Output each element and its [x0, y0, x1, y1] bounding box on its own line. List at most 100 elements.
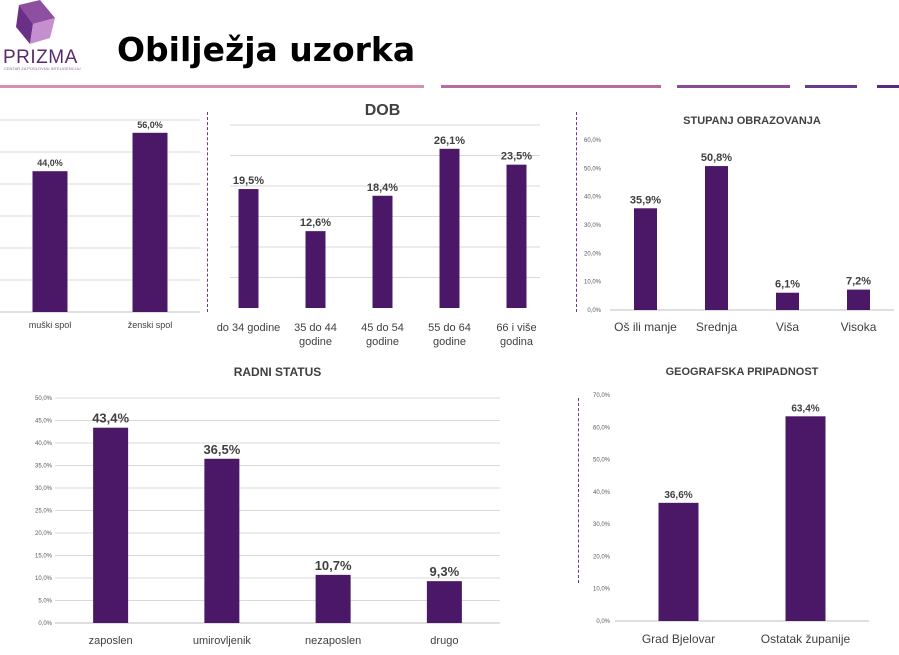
- bar: [204, 458, 240, 623]
- y-tick-label: 40,0%: [35, 441, 53, 447]
- category-label: godine: [299, 336, 332, 348]
- y-tick-label: 70,0%: [593, 393, 611, 399]
- bar: [238, 189, 259, 308]
- category-label: Ostatak županije: [761, 632, 851, 646]
- chart-obrazovanje-svg: 0,0% 10,0% 20,0% 30,0% 40,0% 50,0% 60,0% STUPAN…: [584, 115, 894, 334]
- category-label: zaposlen: [89, 635, 133, 647]
- category-label: umirovljenik: [193, 635, 252, 647]
- separator-line: [576, 112, 577, 312]
- data-label: 43,4%: [92, 411, 129, 426]
- chart-obrazovanje: 0,0% 10,0% 20,0% 30,0% 40,0% 50,0% 60,0% STUPAN…: [578, 105, 899, 345]
- chart-title: GEOGRAFSKA PRIPADNOST: [666, 366, 819, 378]
- y-tick-label: 50,0%: [35, 396, 53, 402]
- y-tick-label: 30,0%: [35, 486, 53, 492]
- y-tick-label: 45,0%: [35, 419, 53, 425]
- category-label: Srednja: [696, 320, 738, 334]
- y-tick-label: 20,0%: [35, 531, 53, 537]
- category-label: 45 do 54: [361, 322, 404, 334]
- bar: [305, 231, 326, 308]
- bar: [506, 164, 527, 308]
- data-label: 18,4%: [367, 182, 398, 194]
- category-label: godine: [366, 336, 399, 348]
- bar: [658, 502, 699, 621]
- data-label: 35,9%: [630, 194, 661, 206]
- y-tick-label: 20,0%: [593, 554, 611, 560]
- bar: [776, 292, 799, 310]
- y-tick-label: 30,0%: [584, 223, 602, 229]
- data-label: 6,1%: [775, 279, 800, 291]
- header-rule-1: [0, 85, 424, 88]
- chart-radni-status-svg: 0,0% 5,0% 10,0% 15,0% 20,0% 25,0% 30,0% 35,0% 40…: [35, 365, 500, 647]
- chart-dob: DOB 19,5% do 34 godine 12,6% 35 do 44 godine 1…: [210, 95, 572, 355]
- bar: [785, 416, 826, 621]
- data-label: 10,7%: [315, 558, 352, 573]
- y-tick-label: 30,0%: [593, 522, 611, 528]
- category-label: drugo: [430, 635, 458, 647]
- y-tick-label: 20,0%: [584, 251, 602, 257]
- page-title: Obilježja uzorka: [117, 30, 416, 69]
- prizma-cube-icon: [16, 0, 55, 44]
- bar: [426, 581, 462, 623]
- header-rule-4: [805, 85, 857, 88]
- y-tick-label: 5,0%: [38, 599, 52, 605]
- bar: [634, 208, 657, 310]
- y-tick-label: 35,0%: [35, 464, 53, 470]
- y-tick-label: 0,0%: [596, 619, 610, 625]
- data-label: 44,0%: [37, 158, 63, 168]
- category-label: ženski spol: [128, 320, 173, 330]
- y-tick-label: 60,0%: [593, 425, 611, 431]
- data-label: 63,4%: [791, 403, 819, 414]
- y-tick-label: 0,0%: [38, 621, 52, 627]
- header-rule-3: [677, 85, 790, 88]
- bar: [132, 132, 168, 312]
- y-tick-label: 15,0%: [35, 554, 53, 560]
- bar: [439, 148, 460, 308]
- y-tick-label: 40,0%: [584, 195, 602, 201]
- logo-text: PRIZMA: [3, 47, 78, 68]
- bar: [847, 289, 870, 310]
- category-label: godina: [500, 336, 534, 348]
- category-label: nezaposlen: [305, 635, 361, 647]
- y-tick-label: 25,0%: [35, 509, 53, 515]
- category-label: Viša: [776, 320, 799, 334]
- y-tick-label: 10,0%: [35, 576, 53, 582]
- data-label: 9,3%: [430, 564, 460, 579]
- category-label: 66 i više: [496, 322, 536, 334]
- data-label: 12,6%: [300, 217, 331, 229]
- data-label: 19,5%: [233, 175, 264, 187]
- header-rule-5: [877, 85, 899, 88]
- category-label: Grad Bjelovar: [642, 632, 715, 646]
- logo-subtext: CENTAR ZA POSLOVNU INTELIGENCIJU: [4, 66, 81, 71]
- bar: [93, 427, 129, 623]
- category-label: muški spol: [29, 320, 72, 330]
- separator-line: [207, 112, 208, 312]
- data-label: 36,5%: [203, 442, 240, 457]
- category-label: do 34 godine: [217, 322, 281, 334]
- data-label: 36,6%: [664, 490, 692, 501]
- data-label: 26,1%: [434, 135, 465, 147]
- chart-spol: 44,0% muški spol 56,0% ženski spol: [0, 95, 200, 345]
- chart-title: STUPANJ OBRAZOVANJA: [683, 115, 821, 127]
- category-label: 35 do 44: [294, 322, 337, 334]
- chart-geografija: 0,0% 10,0% 20,0% 30,0% 40,0% 50,0% 60,0% 70,0% G…: [585, 355, 899, 655]
- category-label: Oš ili manje: [614, 320, 677, 334]
- chart-title: RADNI STATUS: [234, 365, 322, 379]
- bar: [315, 574, 351, 623]
- chart-dob-svg: DOB 19,5% do 34 godine 12,6% 35 do 44 godine 1…: [217, 102, 540, 348]
- y-tick-label: 50,0%: [584, 166, 602, 172]
- header-rule-2: [441, 85, 661, 88]
- y-tick-label: 40,0%: [593, 490, 611, 496]
- data-label: 56,0%: [137, 120, 163, 130]
- data-label: 23,5%: [501, 151, 532, 163]
- data-label: 7,2%: [846, 276, 871, 288]
- prizma-logo: PRIZMA CENTAR ZA POSLOVNU INTELIGENCIJU: [0, 0, 82, 75]
- data-label: 50,8%: [701, 152, 732, 164]
- category-label: godine: [433, 336, 466, 348]
- bar: [32, 171, 68, 312]
- y-tick-label: 10,0%: [584, 280, 602, 286]
- y-tick-label: 10,0%: [593, 587, 611, 593]
- category-label: Visoka: [841, 320, 877, 334]
- y-tick-label: 0,0%: [587, 308, 601, 314]
- y-tick-label: 50,0%: [593, 458, 611, 464]
- chart-spol-svg: 44,0% muški spol 56,0% ženski spol: [0, 119, 200, 330]
